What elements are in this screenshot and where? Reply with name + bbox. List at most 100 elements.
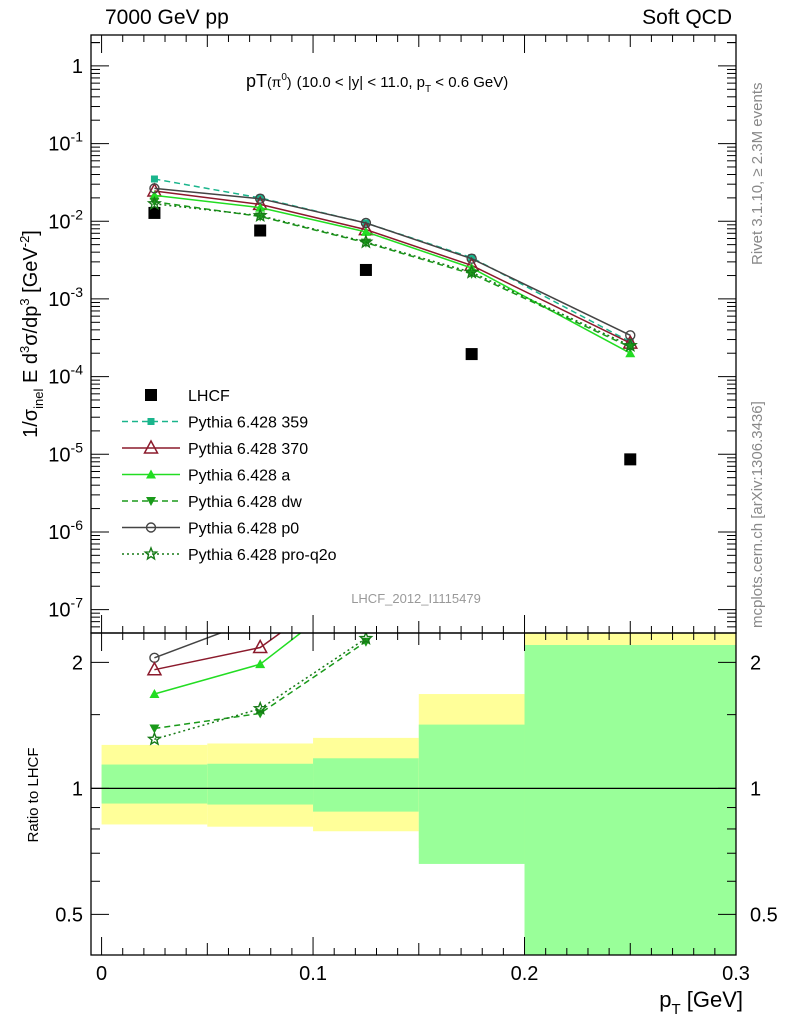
data-point: [149, 197, 160, 207]
legend-label: Pythia 6.428 p0: [188, 521, 299, 538]
rivet-version-label: Rivet 3.1.10, ≥ 2.3M events: [749, 83, 766, 266]
series-pythia-6-428-370: [146, 182, 639, 349]
data-point: [625, 348, 636, 358]
ratio-series-pythia-6-428-pro-q2o: [146, 633, 374, 746]
legend-entry: Pythia 6.428 p0: [122, 521, 299, 538]
chart-title: pT(π0) (10.0 < |y| < 11.0, pT < 0.6 GeV): [246, 71, 508, 95]
y-tick-label: 10-4: [48, 362, 83, 389]
data-point: [254, 224, 267, 237]
series-line: [154, 201, 631, 348]
ratio-point: [252, 638, 268, 654]
data-point: [358, 234, 374, 249]
ratio-series-pythia-6-428-370: [146, 633, 282, 676]
band-green: [418, 724, 525, 864]
y-tick-label: 10-2: [48, 206, 83, 233]
series-line: [154, 203, 631, 347]
legend-label: Pythia 6.428 359: [188, 415, 308, 432]
series-lhcf: [148, 206, 637, 466]
axis-ticks: 1 10-1 10-2 10-3 10-4 10-5 10-6 10-7 0.5 0.5 1 1 2 2 0…: [48, 35, 778, 985]
ratio-uncertainty-bands: [91, 633, 736, 955]
legend-entry: Pythia 6.428 a: [122, 468, 290, 485]
data-point: [360, 226, 371, 236]
band-green: [524, 644, 736, 955]
main-series-group: [146, 175, 639, 466]
legend-marker: [146, 497, 156, 506]
y-axis-label: 1/σinel E d3σ/dp3 [GeV-2]: [17, 230, 46, 438]
legend-label: Pythia 6.428 370: [188, 441, 308, 458]
ratio-y-tick-label: 2: [72, 652, 83, 674]
ratio-plot-frame: [90, 632, 737, 956]
ratio-point: [146, 661, 163, 676]
data-point: [252, 207, 268, 223]
data-point: [465, 348, 478, 361]
legend-marker: [146, 469, 156, 479]
ratio-axis-label: Ratio to LHCF: [25, 747, 42, 842]
x-axis-label: pT [GeV]: [659, 987, 743, 1018]
legend-label: LHCF: [188, 388, 230, 405]
ratio-point: [146, 731, 162, 746]
data-point: [149, 190, 160, 200]
ratio-y-tick-label-right: 0.5: [750, 904, 778, 926]
band-green: [207, 763, 314, 805]
y-tick-label: 1: [72, 56, 83, 78]
legend-entry: Pythia 6.428 359: [122, 415, 308, 432]
series-pythia-6-428-dw: [149, 197, 636, 353]
data-point: [626, 338, 634, 346]
ratio-y-tick-label-right: 1: [750, 778, 761, 800]
series-line: [154, 190, 631, 344]
data-point: [624, 453, 637, 466]
process-label: Soft QCD: [642, 6, 732, 29]
legend-marker: [143, 546, 159, 561]
data-point: [255, 202, 266, 212]
legend-marker: [145, 522, 157, 533]
legend-marker: [143, 439, 159, 454]
y-tick-label: 10-3: [48, 284, 83, 311]
ratio-y-tick-label: 1: [72, 778, 83, 800]
legend-entry: Pythia 6.428 pro-q2o: [122, 546, 337, 564]
legend-entry: Pythia 6.428 370: [122, 439, 308, 458]
ratio-series-group: [146, 633, 374, 746]
data-point: [464, 264, 480, 279]
data-point: [254, 193, 266, 204]
mcplots-label: mcplots.cern.ch [arXiv:1306.3436]: [749, 401, 766, 628]
ratio-line: [154, 633, 223, 659]
x-tick-label: 0.1: [299, 963, 327, 985]
ratio-point: [252, 700, 268, 716]
series-line: [154, 187, 631, 336]
ratio-point: [149, 689, 160, 699]
ratio-y-tick-label-right: 2: [750, 652, 761, 674]
ratio-point: [255, 659, 266, 669]
ratio-line: [154, 637, 367, 741]
band-green: [101, 764, 208, 804]
y-tick-label: 10-7: [48, 595, 83, 622]
data-point: [149, 183, 160, 194]
legend-entry: Pythia 6.428 dw: [122, 494, 302, 511]
legend-entry: LHCF: [145, 388, 230, 405]
ratio-line: [154, 641, 367, 730]
series-pythia-6-428-359: [150, 175, 634, 346]
series-line: [154, 178, 631, 343]
ratio-line: [154, 633, 282, 671]
ratio-series-pythia-6-428-a: [149, 633, 302, 699]
legend-label: Pythia 6.428 dw: [188, 494, 302, 511]
y-tick-label: 10-6: [48, 517, 83, 544]
data-point: [150, 175, 158, 183]
y-tick-label: 10-1: [48, 129, 83, 156]
data-point: [148, 206, 161, 219]
series-pythia-6-428-pro-q2o: [146, 195, 638, 353]
energy-label: 7000 GeV pp: [105, 6, 229, 29]
data-point: [255, 212, 266, 222]
ratio-y-tick-label: 0.5: [55, 904, 83, 926]
data-point: [466, 253, 477, 264]
series-pythia-6-428-p0: [149, 183, 636, 341]
svg-text:1/σinel E d3σ/dp3 [GeV-2]: 1/σinel E d3σ/dp3 [GeV-2]: [17, 230, 46, 438]
data-point: [360, 238, 371, 248]
data-point: [359, 263, 372, 276]
x-tick-label: 0.3: [722, 963, 750, 985]
y-tick-label: 10-5: [48, 439, 83, 466]
data-point: [360, 217, 372, 229]
analysis-id-label: LHCF_2012_I1115479: [351, 591, 481, 606]
main-plot-frame: [90, 34, 737, 634]
x-tick-label: 0.2: [511, 963, 539, 985]
